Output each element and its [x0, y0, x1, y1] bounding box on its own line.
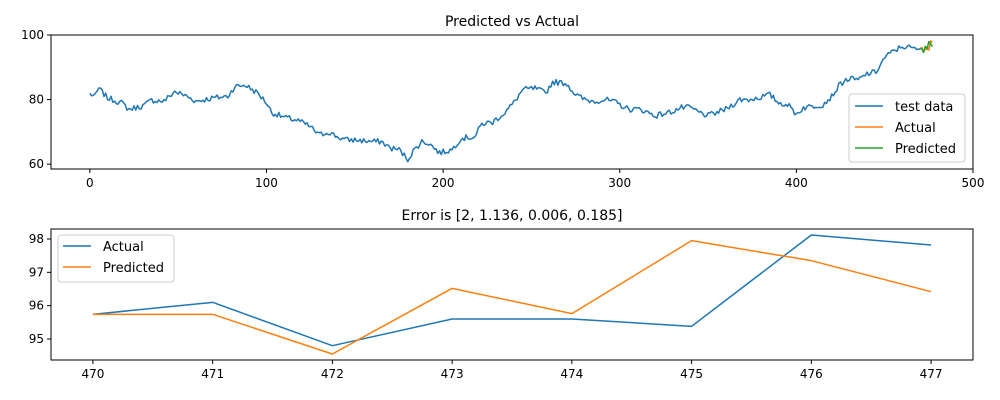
- x-tick-label: 472: [321, 367, 344, 381]
- y-tick-label: 95: [29, 332, 44, 346]
- x-tick-label: 500: [962, 176, 985, 190]
- series-line-predicted: [920, 40, 934, 54]
- x-tick-label: 476: [800, 367, 823, 381]
- x-tick-label: 471: [201, 367, 224, 381]
- legend-label-predicted: Predicted: [895, 142, 956, 157]
- plot-frame: [50, 228, 974, 361]
- x-tick-label: 474: [560, 367, 583, 381]
- x-tick-label: 470: [81, 367, 104, 381]
- legend-label-predicted: Predicted: [103, 261, 164, 276]
- predicted-vs-actual-chart: Predicted vs Actual 0 100 200 300 400 500 60 80…: [21, 14, 984, 190]
- legend-box: [848, 93, 966, 163]
- x-tick-label: 473: [441, 367, 464, 381]
- x-tick-label: 400: [785, 176, 808, 190]
- y-tick-label: 80: [29, 93, 44, 107]
- x-tick-label: 475: [680, 367, 703, 381]
- x-tick-label: 100: [255, 176, 278, 190]
- series-line-actual: [92, 234, 932, 347]
- plot-frame: [50, 34, 974, 170]
- series-line-predicted: [92, 239, 932, 355]
- x-tick-label: 200: [432, 176, 455, 190]
- x-tick-label: 300: [608, 176, 631, 190]
- chart-title: Error is [2, 1.136, 0.006, 0.185]: [402, 208, 623, 224]
- x-tick-label: 0: [86, 176, 94, 190]
- chart-title: Predicted vs Actual: [445, 14, 579, 30]
- y-tick-label: 96: [29, 299, 44, 313]
- series-line-test-data: [89, 40, 933, 163]
- legend-label-actual: Actual: [895, 121, 936, 136]
- legend: Actual Predicted: [57, 234, 175, 283]
- series-lines: [89, 40, 934, 163]
- y-tick-label: 60: [29, 157, 44, 171]
- axis-ticks: 0 100 200 300 400 500 60 80 100: [21, 28, 984, 190]
- axis-ticks: 470 471 472 473 474 475 476 477 95 96 97 98: [29, 232, 943, 381]
- legend: test data Actual Predicted: [848, 93, 966, 163]
- error-chart: Error is [2, 1.136, 0.006, 0.185] 470 471…: [29, 208, 974, 381]
- legend-label-actual: Actual: [103, 240, 144, 255]
- series-lines: [92, 234, 932, 355]
- y-tick-label: 100: [21, 28, 44, 42]
- x-tick-label: 477: [920, 367, 943, 381]
- y-tick-label: 97: [29, 265, 44, 279]
- y-tick-label: 98: [29, 232, 44, 246]
- legend-label-test-data: test data: [895, 100, 953, 115]
